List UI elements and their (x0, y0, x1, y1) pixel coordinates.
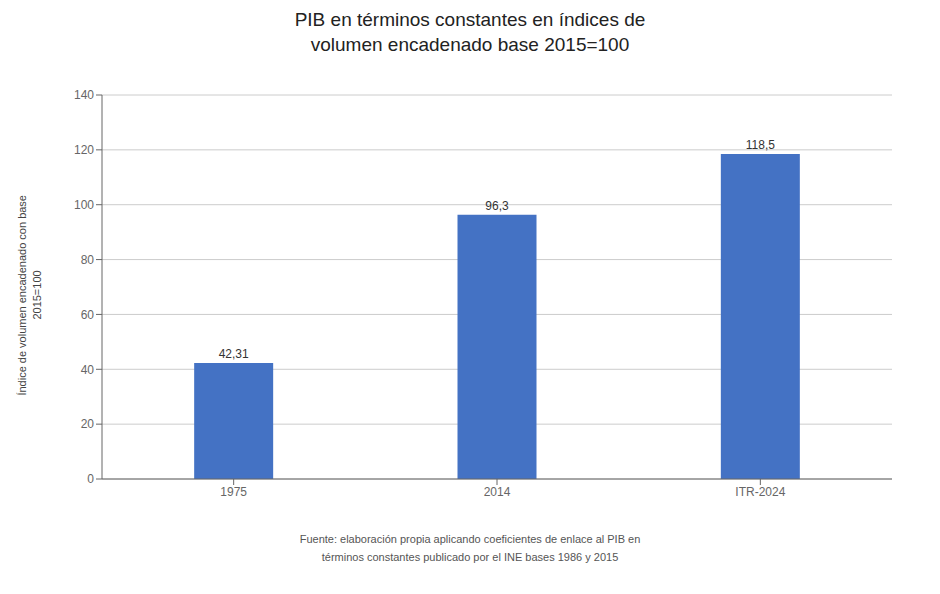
svg-text:120: 120 (74, 143, 94, 157)
svg-text:100: 100 (74, 198, 94, 212)
svg-text:140: 140 (74, 89, 94, 103)
svg-text:20: 20 (81, 418, 95, 432)
svg-text:60: 60 (81, 308, 95, 322)
html-text:Índice de volumen encadenado c: Índice de volumen encadenado con base 20… (15, 195, 43, 396)
svg-text:96,3: 96,3 (485, 199, 509, 213)
svg-text:1975: 1975 (220, 485, 247, 499)
html-text:PIB en términos constantes en: PIB en términos constantes en índices de… (294, 9, 646, 55)
html-text:Fuente: elaboración propia apl: Fuente: elaboración propia aplicando coe… (299, 533, 641, 563)
svg-text:ITR-2024: ITR-2024 (735, 485, 785, 499)
svg-text:40: 40 (81, 363, 95, 377)
svg-text:0: 0 (87, 473, 94, 487)
svg-text:42,31: 42,31 (219, 347, 249, 361)
svg-text:2014: 2014 (484, 485, 511, 499)
svg-text:80: 80 (81, 253, 95, 267)
svg-text:118,5: 118,5 (746, 138, 775, 152)
